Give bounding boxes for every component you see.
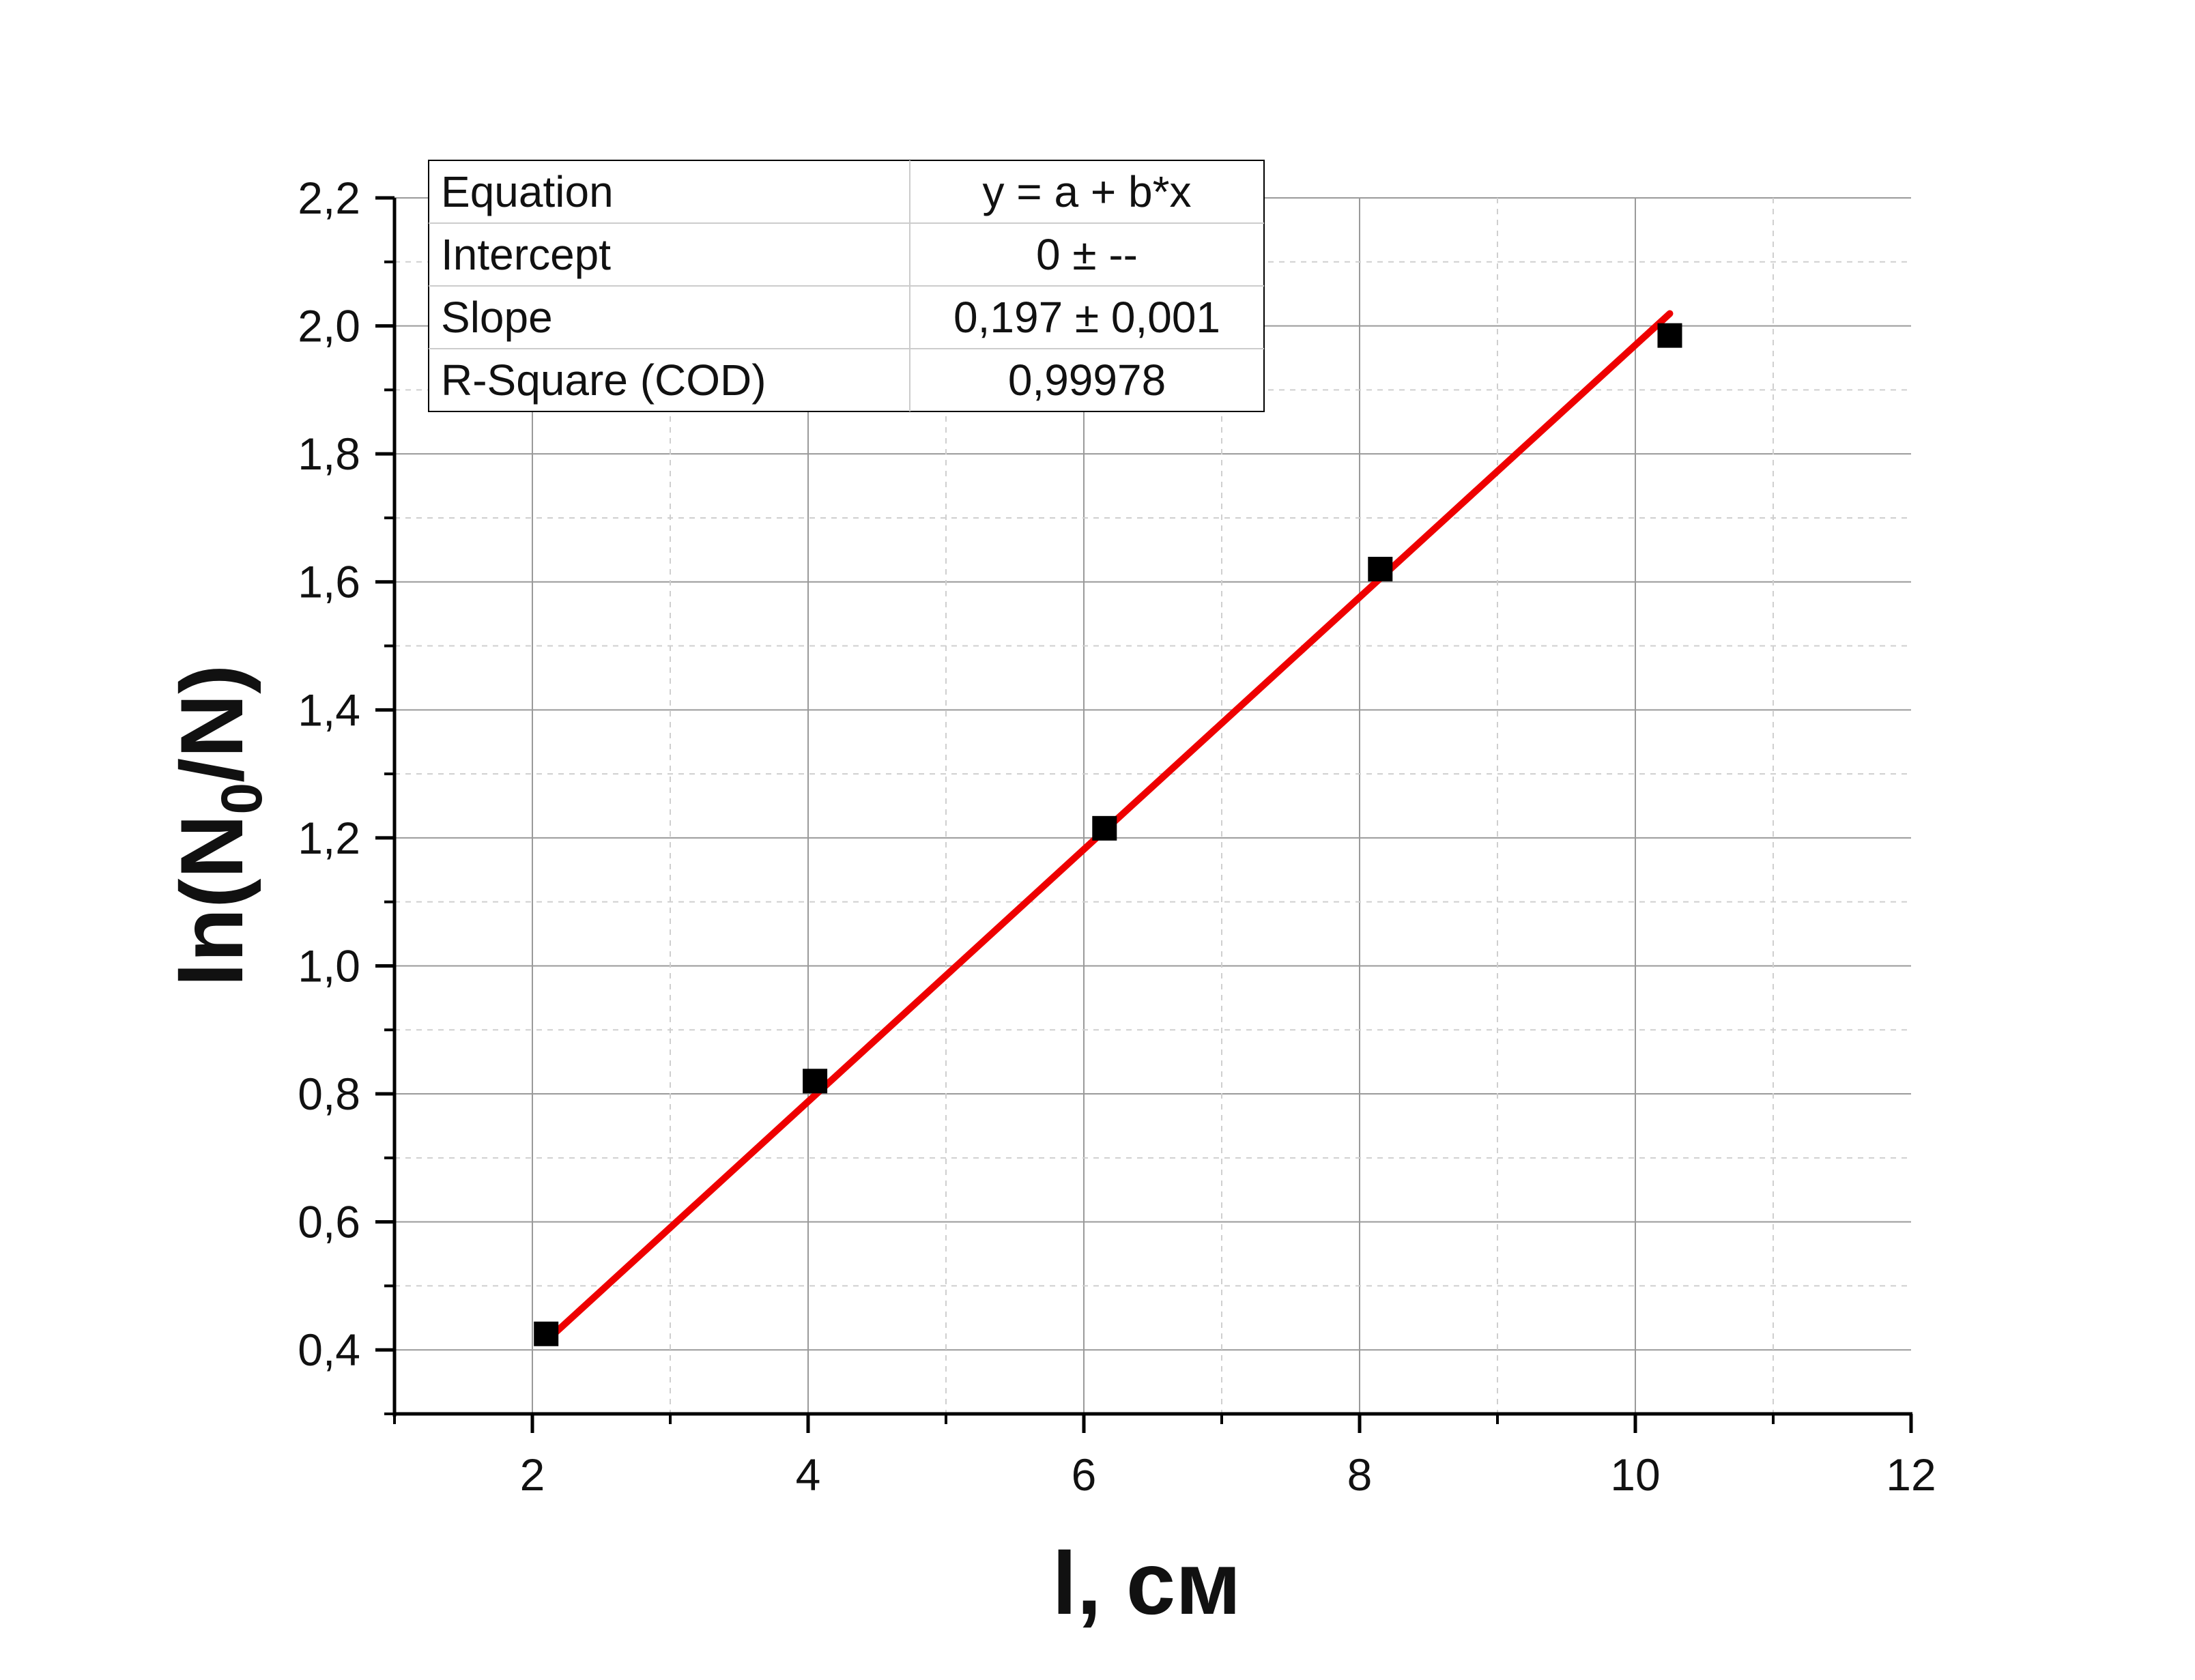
x-tick-label-5: 12 <box>1886 1449 1936 1500</box>
stats-table-key-0: Equation <box>441 167 614 216</box>
data-point-0-3 <box>1368 556 1393 581</box>
x-axis-title: l, см <box>1052 1533 1242 1633</box>
y-axis-title-tail: /N) <box>162 665 261 783</box>
x-tick-label-4: 10 <box>1610 1449 1660 1500</box>
stats-table-key-1: Intercept <box>441 230 611 279</box>
x-tick-label-1: 4 <box>796 1449 821 1500</box>
data-point-0-4 <box>1657 323 1682 348</box>
data-points <box>534 323 1682 1346</box>
y-tick-label-0: 0,4 <box>298 1324 360 1375</box>
x-tick-label-2: 6 <box>1072 1449 1097 1500</box>
y-tick-label-4: 1,2 <box>298 813 360 863</box>
stats-table-value-1: 0 ± -- <box>1036 230 1138 279</box>
x-tick-label-0: 2 <box>520 1449 545 1500</box>
stats-table: Equation y = a + b*x Intercept 0 ± -- Slope 0… <box>428 160 1265 412</box>
axes: 0,4 0,6 0,8 1,0 1,2 1,4 1,6 1,8 2,0 2,2 2 4 6 8 10 12 <box>298 173 1936 1500</box>
y-tick-label-7: 1,8 <box>298 429 360 479</box>
y-tick-label-1: 0,6 <box>298 1197 360 1247</box>
y-axis-title: ln(N0/N) <box>162 665 274 987</box>
stats-table-key-3: R-Square (COD) <box>441 356 766 405</box>
y-tick-label-5: 1,4 <box>298 684 360 735</box>
y-axis-title-main: ln(N <box>162 815 261 987</box>
y-tick-label-8: 2,0 <box>298 301 360 351</box>
data-point-0-1 <box>803 1069 828 1094</box>
y-axis-title-subscript: 0 <box>210 783 274 815</box>
x-tick-label-3: 8 <box>1347 1449 1373 1500</box>
stats-table-value-0: y = a + b*x <box>983 167 1192 216</box>
stats-table-value-2: 0,197 ± 0,001 <box>953 293 1220 342</box>
data-point-0-0 <box>534 1321 559 1346</box>
y-tick-label-3: 1,0 <box>298 940 360 991</box>
y-tick-label-6: 1,6 <box>298 557 360 607</box>
y-tick-label-2: 0,8 <box>298 1069 360 1119</box>
stats-table-value-3: 0,99978 <box>1008 356 1166 405</box>
data-point-0-2 <box>1092 815 1117 841</box>
y-tick-label-9: 2,2 <box>298 173 360 223</box>
stats-table-key-2: Slope <box>441 293 553 342</box>
